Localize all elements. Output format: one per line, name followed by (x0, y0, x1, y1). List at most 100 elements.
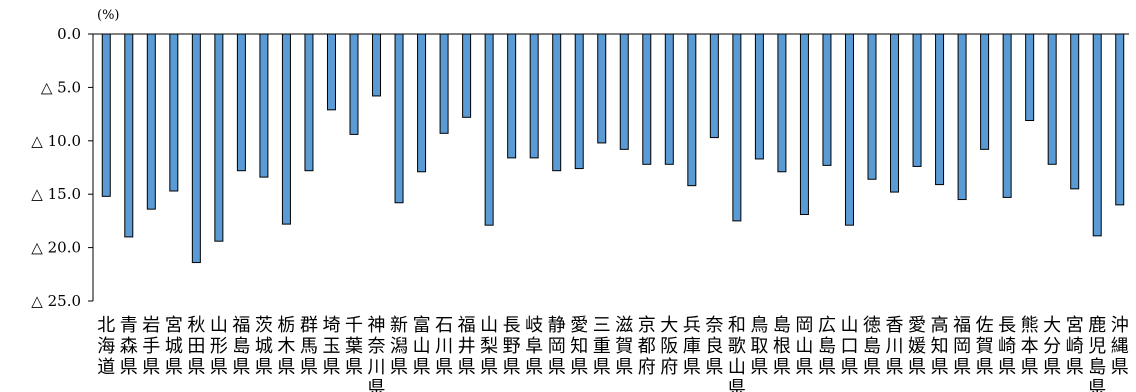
bar-40 (1002, 33, 1012, 198)
bar-17 (484, 33, 494, 226)
bar-32 (822, 33, 832, 166)
bar-31 (799, 33, 809, 215)
bar-24 (642, 33, 652, 165)
bars (101, 33, 1125, 264)
category-label: 茨城県 (255, 315, 273, 378)
bar-30 (777, 33, 787, 173)
category-label: 沖縄県 (1111, 315, 1129, 378)
category-label: 広島県 (818, 315, 836, 378)
category-label: 熊本県 (1021, 315, 1039, 378)
category-label: 兵庫県 (683, 315, 701, 378)
bar-14 (417, 33, 427, 173)
category-label: 長野県 (503, 315, 521, 378)
bar-1 (124, 33, 134, 238)
category-label: 大阪府 (660, 315, 678, 378)
category-label: 宮崎県 (1066, 315, 1084, 378)
category-label: 岡山県 (795, 315, 813, 378)
y-tick-label: △ 20.0 (31, 239, 81, 257)
y-tick-label: △ 15.0 (31, 185, 81, 203)
bar-6 (236, 33, 246, 172)
category-label: 神奈川県 (368, 315, 386, 392)
bar-19 (529, 33, 539, 159)
category-label: 徳島県 (863, 315, 881, 378)
bar-15 (439, 33, 449, 134)
bar-21 (574, 33, 584, 170)
category-label: 青森県 (120, 315, 138, 378)
category-label: 和歌山県 (728, 315, 746, 392)
y-tick-label: △ 25.0 (31, 292, 81, 310)
category-label: 大分県 (1043, 315, 1061, 378)
bar-44 (1092, 33, 1102, 237)
bar-26 (687, 33, 697, 187)
bar-23 (619, 33, 629, 150)
category-label: 鳥取県 (750, 315, 768, 378)
bar-41 (1025, 33, 1035, 122)
category-label: 滋賀県 (615, 315, 633, 378)
bar-18 (507, 33, 517, 159)
category-label: 高知県 (931, 315, 949, 378)
bar-27 (709, 33, 719, 139)
category-label: 佐賀県 (976, 315, 994, 378)
bar-39 (980, 33, 990, 150)
bar-11 (349, 33, 359, 135)
category-label: 岐阜県 (525, 315, 543, 378)
category-label: 岩手県 (142, 315, 160, 378)
category-label: 山形県 (210, 315, 228, 378)
bar-25 (664, 33, 674, 165)
bar-0 (101, 33, 111, 197)
category-label: 福井県 (458, 315, 476, 378)
category-label: 鹿児島県 (1088, 315, 1106, 392)
category-label: 宮城県 (165, 315, 183, 378)
category-label: 秋田県 (187, 315, 205, 378)
category-labels: 北海道青森県岩手県宮城県秋田県山形県福島県茨城県栃木県群馬県埼玉県千葉県神奈川県… (97, 315, 1128, 392)
unit-label: (%) (97, 8, 120, 23)
bar-28 (732, 33, 742, 222)
category-label: 香川県 (886, 315, 904, 378)
bar-22 (597, 33, 607, 144)
bar-20 (552, 33, 562, 172)
category-label: 三重県 (593, 315, 611, 378)
bar-4 (191, 33, 201, 264)
bar-45 (1115, 33, 1125, 206)
bar-16 (462, 33, 472, 118)
category-label: 新潟県 (390, 315, 408, 378)
category-label: 千葉県 (345, 315, 363, 378)
bar-7 (259, 33, 269, 178)
y-tick-label: 0.0 (57, 25, 81, 43)
category-label: 静岡県 (548, 315, 566, 378)
category-label: 島根県 (773, 315, 791, 378)
category-label: 石川県 (435, 315, 453, 378)
category-label: 福島県 (232, 315, 250, 378)
category-label: 京都府 (638, 315, 656, 378)
bar-43 (1070, 33, 1080, 190)
category-label: 長崎県 (998, 315, 1016, 378)
category-label: 栃木県 (277, 315, 295, 378)
category-label: 愛知県 (570, 315, 588, 378)
category-label: 山梨県 (480, 315, 498, 378)
category-label: 福岡県 (953, 315, 971, 378)
bar-42 (1047, 33, 1057, 165)
bar-5 (214, 33, 224, 242)
category-label: 愛媛県 (908, 315, 926, 378)
bar-10 (326, 33, 336, 111)
bar-34 (867, 33, 877, 180)
bar-12 (372, 33, 382, 97)
category-label: 北海道 (97, 315, 115, 378)
bar-9 (304, 33, 314, 172)
bar-35 (890, 33, 900, 193)
bar-29 (754, 33, 764, 160)
category-label: 富山県 (413, 315, 431, 378)
bar-36 (912, 33, 922, 167)
bar-13 (394, 33, 404, 204)
category-label: 埼玉県 (322, 315, 340, 378)
category-label: 山口県 (840, 315, 858, 378)
category-label: 奈良県 (705, 315, 723, 378)
bar-3 (169, 33, 179, 192)
bar-37 (935, 33, 945, 186)
y-tick-label: △ 10.0 (31, 132, 81, 150)
bar-8 (281, 33, 291, 225)
bar-33 (844, 33, 854, 226)
category-label: 群馬県 (300, 315, 318, 378)
bar-38 (957, 33, 967, 201)
